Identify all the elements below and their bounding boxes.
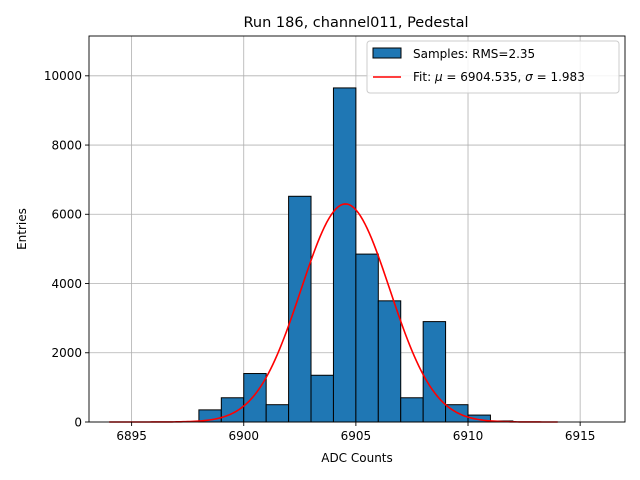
histogram-bar — [377, 300, 402, 423]
x-axis-label: ADC Counts — [321, 451, 393, 465]
histogram-bar — [243, 373, 267, 423]
histogram-bar — [288, 195, 312, 423]
y-tick-label: 6000 — [51, 208, 82, 222]
legend-frame — [366, 40, 620, 94]
x-tick-label: 6905 — [341, 429, 372, 443]
chart-title: Run 186, channel011, Pedestal — [243, 15, 468, 31]
y-tick-label: 2000 — [51, 346, 82, 360]
x-tick-label: 6895 — [116, 429, 147, 443]
legend-swatch-samples — [372, 47, 402, 59]
x-tick-label: 6900 — [228, 429, 259, 443]
legend: Samples: RMS=2.35 Fit: μ = 6904.535, σ =… — [366, 40, 620, 94]
y-tick-label: 4000 — [51, 277, 82, 291]
histogram-bar — [400, 397, 424, 423]
legend-label-samples: Samples: RMS=2.35 — [413, 47, 535, 61]
histogram-bar — [220, 397, 245, 423]
x-axis: 6895 6900 6905 6910 6915 — [116, 422, 595, 443]
legend-fit-mu-value: 6904.535 — [460, 70, 517, 84]
y-axis-label: Entries — [15, 208, 29, 250]
y-tick-label: 0 — [74, 415, 82, 429]
legend-fit-sigma-value: 1.983 — [550, 70, 584, 84]
legend-fit-sep: , — [518, 70, 526, 84]
histogram-bar — [422, 321, 447, 423]
legend-fit-sigma-symbol: σ — [525, 70, 533, 84]
histogram-bar — [265, 404, 290, 423]
y-tick-label: 10000 — [44, 69, 82, 83]
legend-label-fit: Fit: μ = 6904.535, σ = 1.983 — [413, 70, 585, 84]
legend-fit-eq2: = — [533, 70, 551, 84]
legend-fit-mu-symbol: μ — [434, 70, 443, 84]
plot-frame — [88, 35, 626, 423]
legend-fit-prefix: Fit: — [413, 70, 435, 84]
x-tick-label: 6915 — [565, 429, 596, 443]
y-tick-label: 8000 — [51, 138, 82, 152]
histogram-bar — [332, 87, 357, 423]
y-axis: 0 2000 4000 6000 8000 10000 — [44, 69, 89, 429]
histogram-bar — [310, 374, 334, 423]
histogram-bar — [355, 253, 379, 423]
legend-fit-eq1: = — [443, 70, 461, 84]
x-tick-label: 6910 — [453, 429, 484, 443]
